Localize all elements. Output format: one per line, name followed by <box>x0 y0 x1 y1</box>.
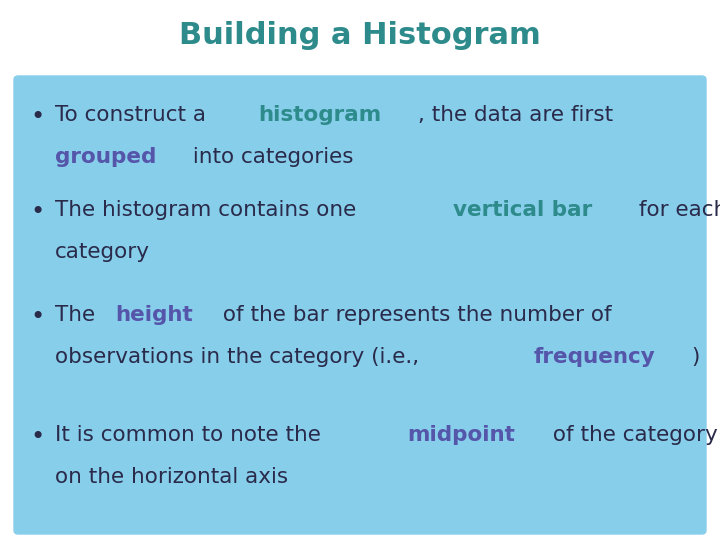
Text: It is common to note the: It is common to note the <box>55 425 328 445</box>
Text: grouped: grouped <box>55 147 156 167</box>
Text: •: • <box>30 200 44 224</box>
Text: of the category: of the category <box>546 425 718 445</box>
Text: The: The <box>55 305 102 325</box>
Text: Building a Histogram: Building a Histogram <box>179 21 541 50</box>
Text: midpoint: midpoint <box>407 425 515 445</box>
Text: frequency: frequency <box>534 347 655 367</box>
Text: vertical bar: vertical bar <box>453 200 592 220</box>
Text: •: • <box>30 105 44 129</box>
Text: , the data are first: , the data are first <box>418 105 613 125</box>
Text: of the bar represents the number of: of the bar represents the number of <box>216 305 611 325</box>
FancyBboxPatch shape <box>14 76 706 534</box>
Text: for each: for each <box>632 200 720 220</box>
Text: The histogram contains one: The histogram contains one <box>55 200 363 220</box>
Text: histogram: histogram <box>258 105 382 125</box>
Text: •: • <box>30 425 44 449</box>
Text: height: height <box>116 305 194 325</box>
Text: •: • <box>30 305 44 329</box>
Text: on the horizontal axis: on the horizontal axis <box>55 467 288 487</box>
Text: observations in the category (i.e.,: observations in the category (i.e., <box>55 347 426 367</box>
Text: category: category <box>55 242 150 262</box>
Text: To construct a: To construct a <box>55 105 213 125</box>
Text: ): ) <box>690 347 699 367</box>
Text: into categories: into categories <box>186 147 354 167</box>
